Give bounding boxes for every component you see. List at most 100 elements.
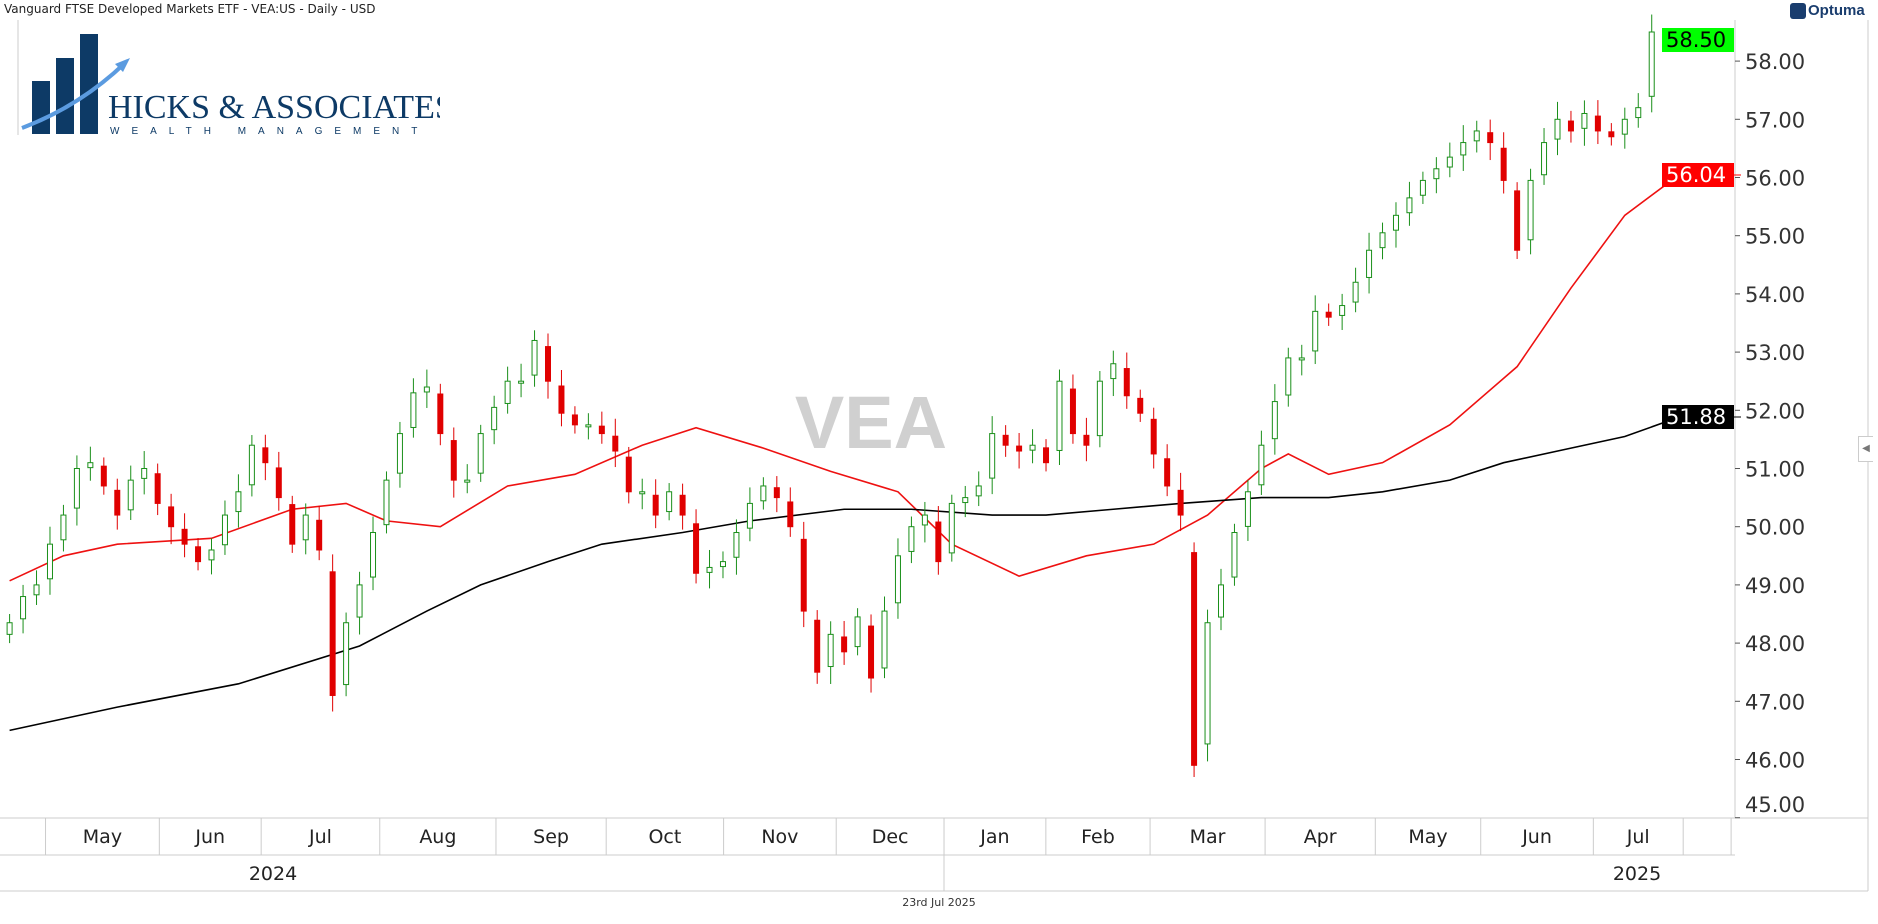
candle-up <box>477 433 484 474</box>
svg-text:WEALTH MANAGEMENT: WEALTH MANAGEMENT <box>110 126 429 136</box>
candle-up <box>504 380 511 404</box>
candle-up <box>962 497 969 504</box>
month-label: May <box>1408 826 1447 848</box>
candle-down <box>612 435 619 452</box>
candle-down <box>437 393 444 435</box>
candle-up <box>370 532 377 578</box>
candle-up <box>1406 197 1413 214</box>
candle-down <box>1137 397 1144 414</box>
candle-down <box>1608 131 1615 138</box>
candle-up <box>854 616 861 648</box>
candle-down <box>545 346 551 382</box>
candle-down <box>1123 368 1130 397</box>
candle-up <box>975 485 982 497</box>
candle-down <box>1002 434 1009 446</box>
candle-down <box>316 519 323 551</box>
candle-up <box>1379 232 1386 249</box>
candle-down <box>1514 190 1521 251</box>
candle-down <box>1177 489 1184 516</box>
candle-up <box>585 424 592 428</box>
candle-up <box>1366 249 1373 278</box>
month-label: Jun <box>1521 826 1552 848</box>
candle-up <box>881 610 888 669</box>
candle-down <box>652 494 659 516</box>
month-label: Jul <box>308 826 332 848</box>
candle-down <box>800 538 807 612</box>
candle-down <box>679 494 686 516</box>
candle-up <box>1258 444 1265 486</box>
candle-up <box>921 514 928 526</box>
y-tick-label: 50.00 <box>1745 516 1805 540</box>
candle-down <box>1150 418 1157 455</box>
candle-down <box>168 506 175 528</box>
candle-up <box>719 561 726 568</box>
candle-down <box>262 447 269 464</box>
month-label: Sep <box>533 826 569 848</box>
candle-down <box>114 489 121 516</box>
month-label: Nov <box>761 826 798 848</box>
candle-up <box>1244 491 1251 527</box>
y-tick-label: 47.00 <box>1745 690 1805 714</box>
candle-up <box>1473 130 1480 142</box>
candle-up <box>706 566 713 573</box>
candle-down <box>195 546 202 563</box>
watermark: VEA <box>795 381 947 464</box>
candle-up <box>6 622 13 635</box>
candle-up <box>396 433 403 474</box>
candle-up <box>1527 179 1534 241</box>
candle-up <box>989 433 996 479</box>
y-tick-label: 48.00 <box>1745 632 1805 656</box>
candle-down <box>1325 311 1332 318</box>
candle-up <box>343 622 350 686</box>
footer-date: 23rd Jul 2025 <box>902 896 976 909</box>
y-tick-label: 53.00 <box>1745 341 1805 365</box>
month-label: Aug <box>419 826 456 848</box>
chart-title: Vanguard FTSE Developed Markets ETF - VE… <box>4 2 376 16</box>
ma50-line <box>9 174 1680 582</box>
candle-down <box>693 523 700 574</box>
candle-up <box>1110 363 1117 380</box>
y-tick-label: 49.00 <box>1745 574 1805 598</box>
candle-up <box>410 392 417 428</box>
candle-up <box>1285 357 1292 396</box>
candle-up <box>733 532 740 558</box>
candle-up <box>141 468 148 479</box>
candle-down <box>814 619 821 673</box>
candle-up <box>73 468 80 509</box>
candle-down <box>841 636 848 653</box>
candle-up <box>1541 142 1548 176</box>
candle-down <box>275 467 282 499</box>
candle-up <box>1392 214 1399 231</box>
candle-up <box>1621 118 1628 135</box>
candle-up <box>1218 584 1224 618</box>
candle-down <box>450 440 457 481</box>
candle-up <box>908 526 915 552</box>
candle-up <box>1581 112 1588 129</box>
candle-up <box>639 491 646 495</box>
candle-up <box>1312 310 1319 352</box>
optuma-logo: Optuma <box>1790 2 1865 19</box>
month-label: Jun <box>194 826 225 848</box>
candle-down <box>571 414 578 426</box>
candle-up <box>666 491 673 513</box>
candle-up <box>1096 380 1103 437</box>
collapse-panel-button[interactable]: ◀ <box>1858 436 1873 462</box>
candle-down <box>100 465 107 487</box>
y-tick-label: 58.00 <box>1745 50 1805 74</box>
month-label: Jul <box>1626 826 1650 848</box>
y-tick-label: 46.00 <box>1745 749 1805 773</box>
candle-up <box>127 479 134 511</box>
month-label: Jan <box>979 826 1009 848</box>
candle-down <box>935 521 942 563</box>
candle-up <box>491 406 498 431</box>
candle-up <box>87 462 94 469</box>
month-label: May <box>83 826 122 848</box>
candle-up <box>1339 305 1346 316</box>
month-label: Oct <box>648 826 681 848</box>
candle-up <box>1433 168 1440 180</box>
candle-up <box>1446 156 1453 168</box>
candle-up <box>827 633 834 668</box>
candle-down <box>1043 447 1050 464</box>
candle-down <box>181 528 188 545</box>
